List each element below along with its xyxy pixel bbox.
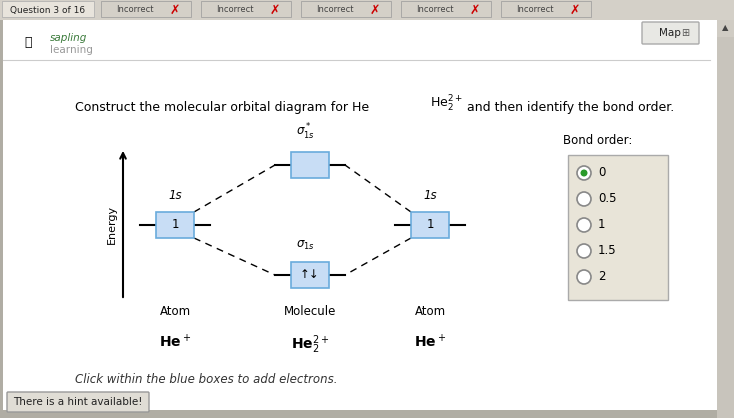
Text: $\mathrm{He_2^{2+}}$: $\mathrm{He_2^{2+}}$ — [430, 94, 463, 114]
Text: ▲: ▲ — [722, 23, 728, 33]
Text: Incorrect: Incorrect — [316, 5, 354, 15]
Circle shape — [577, 192, 591, 206]
Text: Incorrect: Incorrect — [516, 5, 553, 15]
Text: 1.5: 1.5 — [598, 245, 617, 257]
Text: 🌿: 🌿 — [24, 36, 32, 48]
Bar — [568, 155, 668, 300]
Text: 0: 0 — [598, 166, 606, 179]
Bar — [717, 20, 734, 37]
Circle shape — [577, 218, 591, 232]
Text: $\sigma^*_{1s}$: $\sigma^*_{1s}$ — [296, 122, 314, 142]
Text: ⊞: ⊞ — [681, 28, 689, 38]
Text: 1: 1 — [598, 219, 606, 232]
Text: Atom: Atom — [159, 305, 191, 318]
Text: 1s: 1s — [424, 189, 437, 202]
Text: and then identify the bond order.: and then identify the bond order. — [463, 100, 675, 114]
Bar — [411, 212, 449, 238]
Text: Atom: Atom — [415, 305, 446, 318]
Text: Construct the molecular orbital diagram for He: Construct the molecular orbital diagram … — [75, 100, 369, 114]
Text: 1s: 1s — [168, 189, 182, 202]
FancyBboxPatch shape — [401, 1, 491, 17]
FancyBboxPatch shape — [7, 392, 149, 412]
Text: ✗: ✗ — [470, 3, 480, 16]
Text: Bond order:: Bond order: — [563, 134, 633, 147]
Text: Question 3 of 16: Question 3 of 16 — [10, 5, 86, 15]
FancyBboxPatch shape — [501, 1, 591, 17]
Circle shape — [577, 244, 591, 258]
FancyBboxPatch shape — [201, 1, 291, 17]
Text: Incorrect: Incorrect — [416, 5, 454, 15]
Text: 1: 1 — [426, 219, 434, 232]
FancyBboxPatch shape — [2, 1, 94, 17]
Text: There is a hint available!: There is a hint available! — [13, 397, 142, 407]
Text: 1: 1 — [171, 219, 179, 232]
Text: 0.5: 0.5 — [598, 193, 617, 206]
Circle shape — [577, 166, 591, 180]
Text: $\mathbf{He}^+$: $\mathbf{He}^+$ — [414, 333, 446, 350]
Text: Incorrect: Incorrect — [217, 5, 254, 15]
Bar — [156, 212, 194, 238]
Text: Map: Map — [659, 28, 681, 38]
Circle shape — [581, 170, 587, 176]
Text: Molecule: Molecule — [284, 305, 336, 318]
Text: ✗: ✗ — [170, 3, 181, 16]
Bar — [717, 20, 734, 418]
Text: learning: learning — [50, 45, 93, 55]
Text: ✗: ✗ — [570, 3, 581, 16]
Text: $\mathbf{He}_2^{2+}$: $\mathbf{He}_2^{2+}$ — [291, 333, 329, 356]
Text: Click within the blue boxes to add electrons.: Click within the blue boxes to add elect… — [75, 373, 338, 386]
Text: Energy: Energy — [107, 204, 117, 244]
Text: 2: 2 — [598, 270, 606, 283]
Text: ✗: ✗ — [270, 3, 280, 16]
FancyBboxPatch shape — [101, 1, 191, 17]
Text: $\sigma_{1s}$: $\sigma_{1s}$ — [296, 239, 314, 252]
Bar — [0, 0, 734, 20]
Bar — [291, 152, 329, 178]
Bar — [3, 20, 703, 60]
Bar — [291, 262, 329, 288]
FancyBboxPatch shape — [301, 1, 391, 17]
Text: Incorrect: Incorrect — [116, 5, 153, 15]
Text: ✗: ✗ — [370, 3, 380, 16]
Text: $\mathbf{He}^+$: $\mathbf{He}^+$ — [159, 333, 191, 350]
FancyBboxPatch shape — [642, 22, 699, 44]
Text: sapling: sapling — [50, 33, 87, 43]
Circle shape — [577, 270, 591, 284]
Text: ↑↓: ↑↓ — [300, 268, 320, 281]
